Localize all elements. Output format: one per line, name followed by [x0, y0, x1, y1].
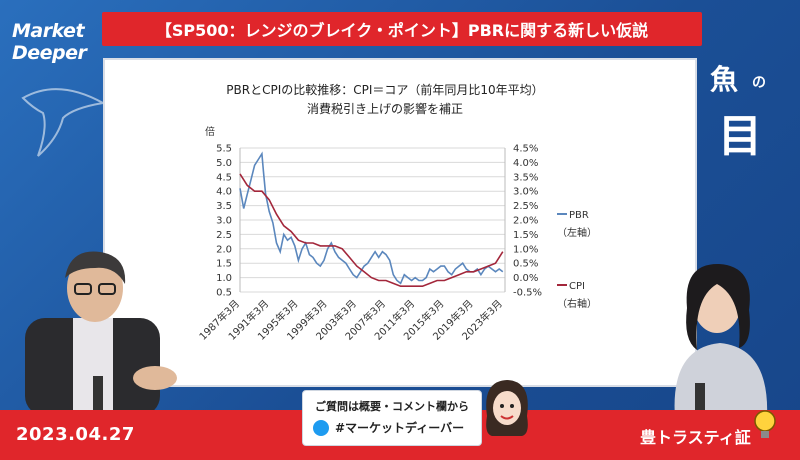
right-tick-label: 0.5% [513, 259, 538, 270]
legend-axis-note-cpi: （右軸） [557, 297, 597, 310]
question-panel: ご質問は概要・コメント欄から #マーケットディーバー [302, 390, 482, 446]
series-line-pbr [239, 151, 504, 285]
left-tick-label: 5.0 [216, 158, 232, 169]
title-banner: 【SP500：レンジのブレイク・ポイント】PBRに関する新しい仮説 [102, 12, 702, 46]
right-tick-label: -0.5% [513, 288, 542, 299]
logo-line-2: Deeper [12, 42, 87, 64]
presenter-male [25, 251, 177, 416]
x-axis-ticks: 1987年3月1991年3月1995年3月1999年3月2003年3月2007年… [196, 297, 505, 343]
right-tick-label: 3.5% [513, 172, 538, 183]
chart-series [239, 151, 504, 287]
right-tick-label: 1.0% [513, 244, 538, 255]
y-axis-left-label: 倍 [205, 125, 215, 138]
right-tick-label: 2.0% [513, 216, 538, 227]
sponsor-brand: 豊トラスティ証 [640, 428, 751, 447]
question-text: ご質問は概要・コメント欄から [315, 400, 469, 413]
twitter-icon [313, 420, 329, 436]
left-tick-label: 3.0 [216, 216, 232, 227]
left-tick-label: 1.0 [216, 273, 232, 284]
left-tick-label: 3.5 [216, 201, 232, 212]
lightbulb-icon [754, 410, 776, 438]
left-tick-label: 5.5 [216, 144, 232, 155]
right-tick-label: 2.5% [513, 201, 538, 212]
right-tick-label: 1.5% [513, 230, 538, 241]
show-logo: Market Deeper [12, 20, 102, 64]
corner-title-k2: の [752, 75, 766, 91]
chart-legend: PBR （左軸） CPI （右軸） [557, 210, 597, 310]
left-tick-label: 1.5 [216, 259, 232, 270]
left-axis-ticks: 0.5 1.0 1.5 2.0 2.5 3.0 3.5 4.0 4.5 5.0 5.5 [216, 144, 232, 299]
hashtag-text: #マーケットディーバー [335, 421, 465, 435]
left-tick-label: 0.5 [216, 288, 232, 299]
right-axis-ticks: -0.5% 0.0% 0.5% 1.0% 1.5% 2.0% 2.5% 3.0% 3.5% 4.0… [513, 144, 542, 299]
legend-axis-note-pbr: （左軸） [557, 226, 597, 239]
right-tick-label: 3.0% [513, 187, 538, 198]
right-tick-label: 4.5% [513, 144, 538, 155]
chart-title-line-2: 消費税引き上げの影響を補正 [307, 101, 463, 116]
video-title: 【SP500：レンジのブレイク・ポイント】PBRに関する新しい仮説 [155, 21, 649, 40]
legend-label-pbr: PBR [569, 210, 589, 221]
pbr-cpi-line-chart: PBRとCPIの比較推移：CPI＝コア（前年同月比10年平均） 消費税引き上げの… [196, 82, 597, 343]
presenter-female [674, 263, 768, 418]
left-tick-label: 4.0 [216, 187, 232, 198]
manta-ray-icon [21, 88, 106, 157]
corner-title-k3: 目 [718, 111, 762, 162]
legend-label-cpi: CPI [569, 281, 585, 292]
left-tick-label: 2.5 [216, 230, 232, 241]
series-line-cpi [239, 173, 504, 287]
chart-panel: PBRとCPIの比較推移：CPI＝コア（前年同月比10年平均） 消費税引き上げの… [103, 58, 697, 387]
right-tick-label: 0.0% [513, 273, 538, 284]
corner-title: 魚 の 目 [710, 58, 782, 168]
right-tick-label: 4.0% [513, 158, 538, 169]
left-tick-label: 4.5 [216, 172, 232, 183]
left-tick-label: 2.0 [216, 244, 232, 255]
broadcast-date: 2023.04.27 [16, 424, 135, 445]
logo-line-1: Market [12, 20, 85, 42]
cartoon-avatar [486, 380, 528, 436]
corner-title-k1: 魚 [710, 63, 739, 96]
chart-title-line-1: PBRとCPIの比較推移：CPI＝コア（前年同月比10年平均） [226, 82, 543, 97]
